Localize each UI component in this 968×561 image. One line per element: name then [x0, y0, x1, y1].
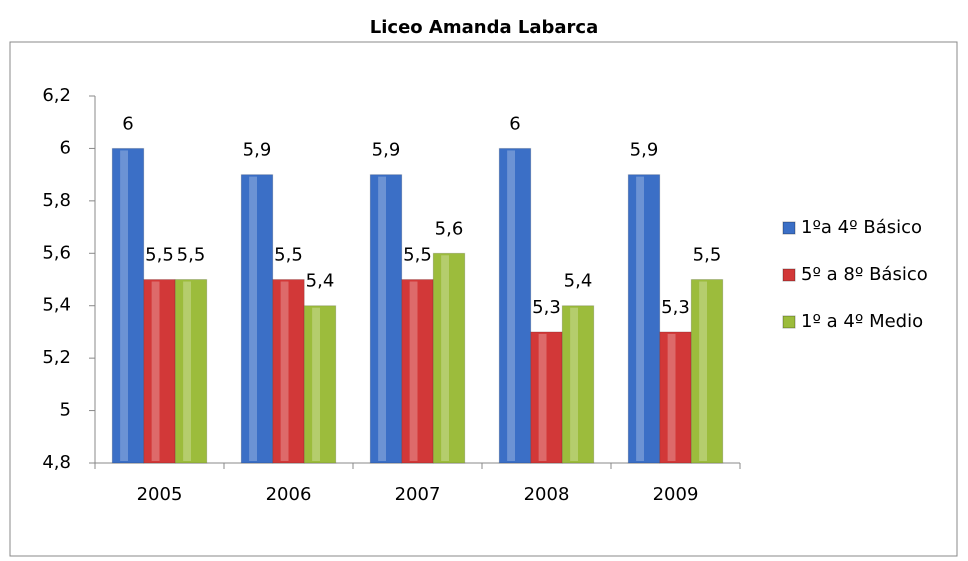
- legend-swatch: [782, 221, 796, 235]
- bar-highlight: [699, 281, 707, 461]
- data-label: 5,9: [372, 140, 401, 161]
- bar-highlight: [151, 281, 160, 461]
- y-tick-label: 4,8: [42, 452, 71, 473]
- data-label: 5,3: [532, 297, 561, 318]
- legend-label: 1ºa 4º Básico: [801, 217, 922, 238]
- data-label: 6: [122, 113, 133, 134]
- bar-highlight: [378, 176, 386, 461]
- x-tick-label: 2007: [395, 484, 441, 505]
- bar: [303, 305, 337, 464]
- bar: [240, 174, 274, 464]
- chart-title: Liceo Amanda Labarca: [370, 17, 598, 38]
- bar: [272, 279, 305, 464]
- bar: [432, 252, 466, 464]
- data-label: 5,3: [661, 297, 690, 318]
- y-tick-label: 6,2: [42, 85, 71, 106]
- data-label: 5,9: [243, 140, 272, 161]
- bar: [659, 331, 692, 464]
- legend-label: 1º a 4º Medio: [801, 311, 923, 332]
- legend-label: 5º a 8º Básico: [801, 264, 928, 285]
- bar-highlight: [636, 176, 644, 461]
- data-label: 6: [509, 113, 520, 134]
- bar-highlight: [312, 307, 320, 461]
- bar-highlight: [183, 281, 191, 461]
- bar-highlight: [570, 307, 578, 461]
- bar-highlight: [409, 281, 418, 461]
- bar-highlight: [249, 176, 257, 461]
- y-tick-label: 5,6: [42, 242, 71, 263]
- y-tick-label: 5,4: [42, 295, 71, 316]
- data-label: 5,5: [145, 245, 174, 266]
- bar: [143, 279, 176, 464]
- data-label: 5,6: [435, 218, 464, 239]
- bar-highlight: [280, 281, 289, 461]
- chart-frame: [9, 41, 958, 557]
- bar: [401, 279, 434, 464]
- x-tick-label: 2005: [137, 484, 183, 505]
- x-tick-label: 2008: [524, 484, 570, 505]
- y-tick-label: 5,8: [42, 190, 71, 211]
- bar-highlight: [441, 255, 449, 461]
- data-label: 5,4: [306, 271, 335, 292]
- y-tick-label: 5,2: [42, 347, 71, 368]
- bar: [561, 305, 595, 464]
- legend-swatch: [782, 315, 796, 329]
- y-tick-label: 5: [60, 400, 71, 421]
- y-tick-label: 6: [60, 137, 71, 158]
- data-label: 5,5: [177, 245, 206, 266]
- data-label: 5,5: [693, 245, 722, 266]
- bar: [174, 279, 208, 464]
- bar: [690, 279, 724, 464]
- bar: [627, 174, 661, 464]
- data-label: 5,5: [274, 245, 303, 266]
- x-tick-label: 2009: [653, 484, 699, 505]
- bar-highlight: [507, 150, 515, 461]
- bar-highlight: [538, 333, 547, 461]
- bar: [498, 147, 532, 464]
- data-label: 5,9: [630, 140, 659, 161]
- data-label: 5,4: [564, 271, 593, 292]
- bar-highlight: [120, 150, 128, 461]
- data-label: 5,5: [403, 245, 432, 266]
- x-tick-label: 2006: [266, 484, 312, 505]
- bar: [111, 147, 145, 464]
- legend-swatch: [782, 268, 796, 282]
- bar-highlight: [667, 333, 676, 461]
